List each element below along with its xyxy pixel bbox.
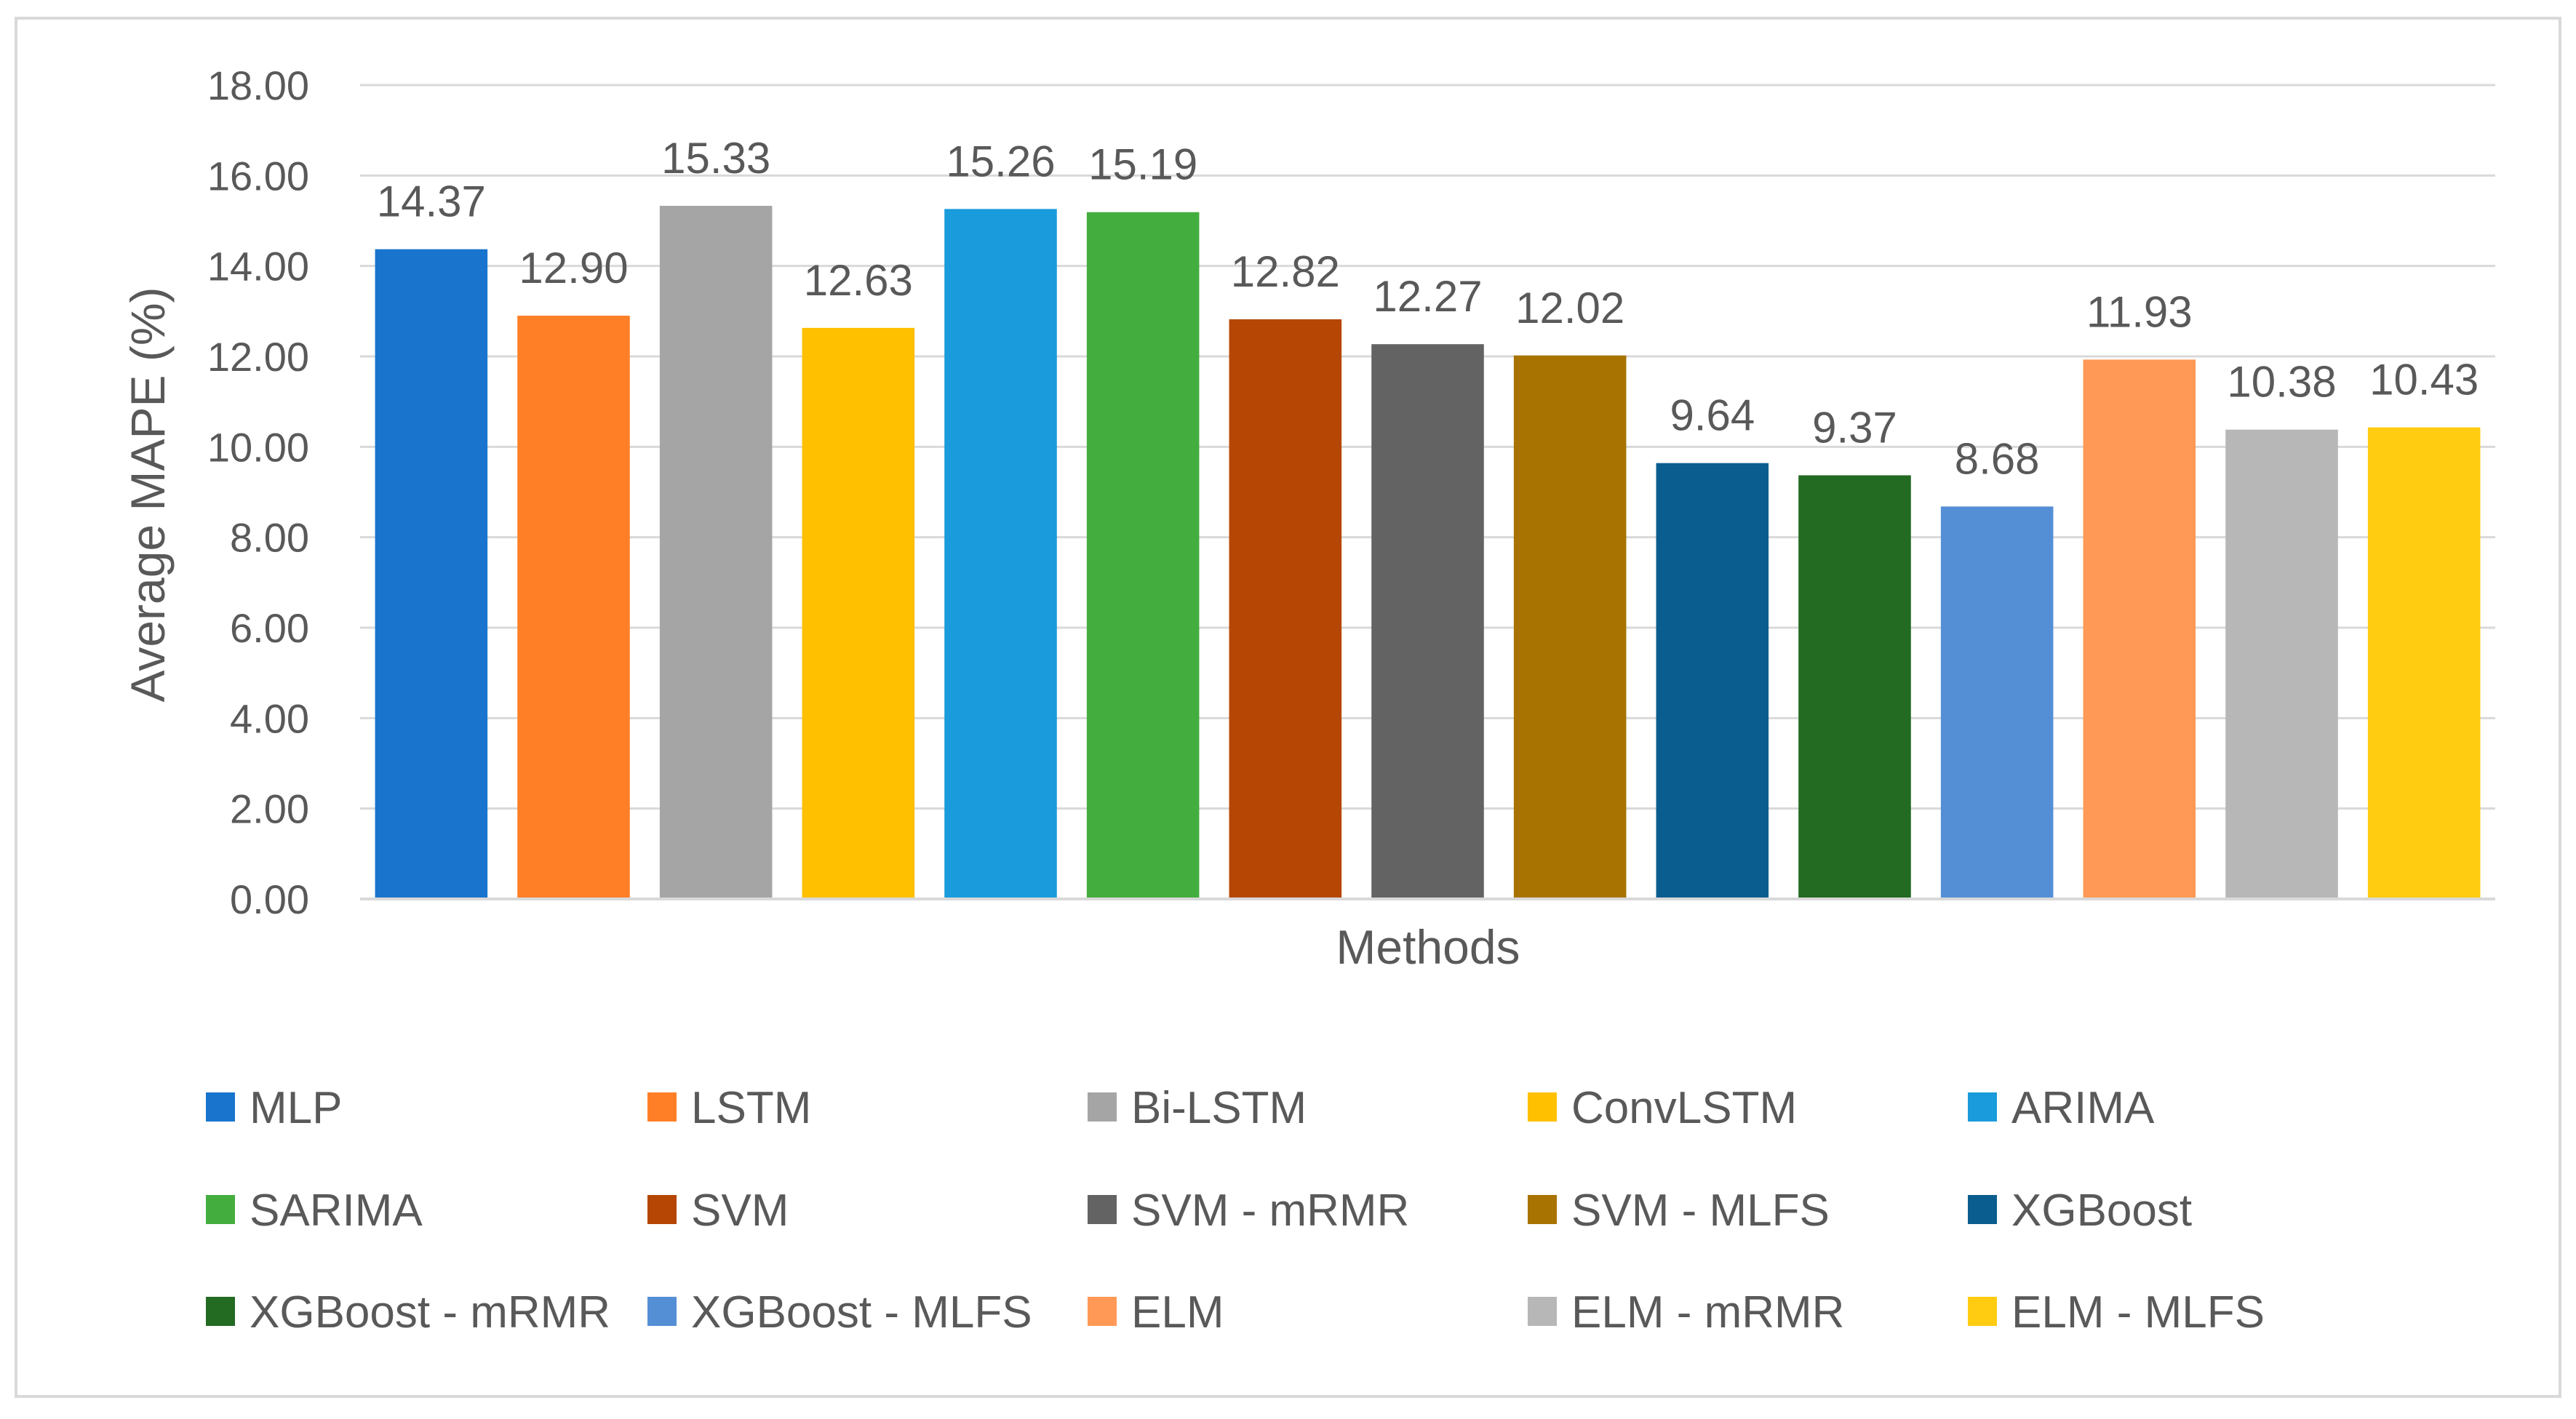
bar [1940,506,2054,899]
legend-label: LSTM [691,1083,811,1133]
legend-label: ELM - MLFS [2011,1287,2265,1338]
y-axis-title: Average MAPE (%) [121,287,175,703]
y-tick-label: 0.00 [230,876,309,922]
legend-swatch [1088,1297,1117,1326]
y-tick-label: 16.00 [207,153,309,199]
y-tick-label: 2.00 [230,786,309,832]
data-label: 12.63 [804,256,913,305]
legend-swatch [1528,1092,1557,1122]
x-axis-title: Methods [1336,920,1520,974]
legend-swatch [1088,1092,1117,1122]
legend-item: ELM - mRMR [1528,1287,1844,1338]
legend-label: SARIMA [250,1186,423,1236]
bar [2225,429,2338,899]
y-axis-ticks: 0.00 2.00 4.00 6.00 8.00 10.00 12.00 14.00 16.00… [207,63,309,922]
data-label: 10.38 [2227,358,2336,407]
legend-swatch [1968,1092,1997,1122]
legend-item: SVM - MLFS [1528,1186,1830,1236]
data-label: 12.27 [1373,272,1482,321]
y-tick-label: 8.00 [230,515,309,561]
legend-item: ELM [1088,1287,1224,1338]
legend-item: SVM - mRMR [1088,1186,1409,1236]
legend-swatch [206,1092,235,1122]
legend-item: ELM - MLFS [1968,1287,2265,1338]
y-tick-label: 6.00 [230,605,309,651]
y-tick-label: 18.00 [207,63,309,108]
bar [1086,212,1200,899]
legend-item: Bi-LSTM [1088,1083,1307,1133]
legend-swatch [1968,1297,1997,1326]
data-label: 10.43 [2369,356,2479,404]
legend-swatch [1528,1195,1557,1224]
data-label: 14.37 [377,177,486,226]
bar [1798,475,1911,899]
bar [1656,463,1769,899]
data-label: 15.33 [661,134,770,183]
bar [1513,355,1627,899]
legend-label: SVM - mRMR [1131,1186,1409,1236]
data-label: 11.93 [2086,287,2193,336]
legend-label: ConvLSTM [1571,1083,1797,1133]
legend-swatch [206,1195,235,1224]
legend-label: XGBoost [2011,1186,2192,1236]
legend-label: XGBoost - mRMR [250,1287,610,1338]
legend-item: ARIMA [1968,1083,2155,1133]
legend-swatch [647,1092,677,1122]
legend-label: MLP [250,1083,342,1133]
legend-item: SARIMA [206,1186,423,1236]
legend-item: XGBoost [1968,1186,2192,1236]
y-tick-label: 12.00 [207,334,309,380]
bar [2367,427,2481,899]
bar [944,209,1057,899]
legend-swatch [206,1297,235,1326]
data-label: 15.26 [946,137,1055,185]
bar [1371,344,1484,900]
bar [802,327,915,900]
bars [375,205,2481,900]
legend-swatch [1088,1195,1117,1224]
legend-swatch [647,1297,677,1326]
y-tick-label: 14.00 [207,244,309,289]
legend-swatch [647,1195,677,1224]
data-label: 8.68 [1955,434,2040,483]
legend-label: ELM [1131,1287,1224,1338]
legend-swatch [1968,1195,1997,1224]
bar [1229,319,1342,900]
bar [2083,359,2196,899]
legend-item: LSTM [647,1083,811,1133]
data-label: 12.82 [1231,247,1340,296]
bar [375,249,488,899]
data-labels: 14.37 12.90 15.33 12.63 15.26 15.19 12.82 12.27… [377,134,2479,483]
legend-swatch [1528,1297,1557,1326]
legend-item: ConvLSTM [1528,1083,1797,1133]
legend-label: SVM - MLFS [1571,1186,1830,1236]
legend-label: XGBoost - MLFS [691,1287,1032,1338]
y-tick-label: 4.00 [230,695,309,741]
y-tick-label: 10.00 [207,424,309,470]
legend-label: ARIMA [2011,1083,2155,1133]
legend-label: Bi-LSTM [1131,1083,1307,1133]
legend-label: SVM [691,1186,789,1236]
bar [659,205,773,899]
legend: MLP LSTM Bi-LSTM ConvLSTM ARIMA SARIMA SVM SVM … [206,1083,2265,1338]
data-label: 12.02 [1515,284,1624,332]
legend-item: XGBoost - MLFS [647,1287,1032,1338]
legend-item: MLP [206,1083,342,1133]
legend-item: SVM [647,1186,789,1236]
data-label: 9.64 [1670,391,1755,440]
data-label: 12.90 [519,244,628,292]
data-label: 9.37 [1812,403,1897,452]
bar [517,316,630,899]
data-label: 15.19 [1088,140,1197,189]
legend-item: XGBoost - mRMR [206,1287,610,1338]
legend-label: ELM - mRMR [1571,1287,1844,1338]
